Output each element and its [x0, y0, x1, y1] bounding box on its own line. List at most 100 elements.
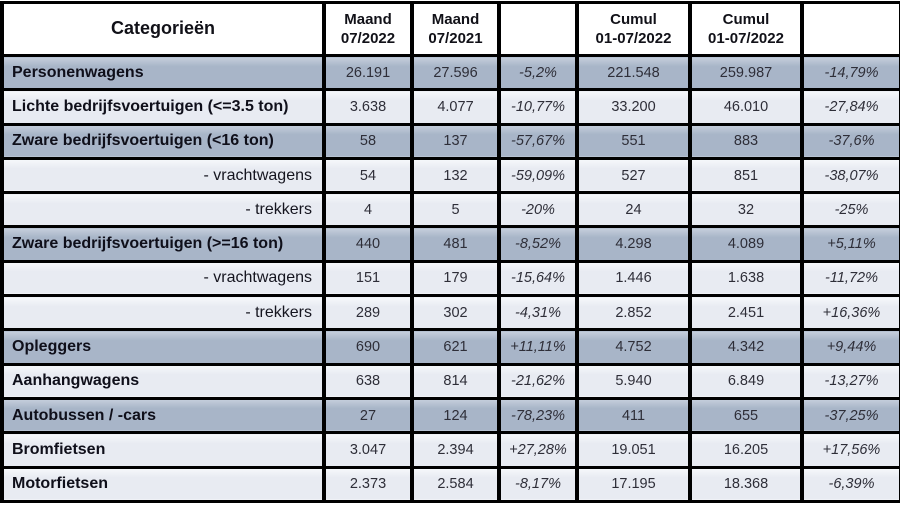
value-cell: 124: [410, 396, 501, 435]
value-cell: 2.451: [688, 294, 804, 332]
value-cell: 3.638: [322, 88, 414, 126]
value-cell: 440: [322, 225, 414, 263]
table-row-aanhangwagens: Aanhangwagens 638 814 -21,62% 5.940 6.84…: [0, 362, 900, 400]
value-cell: 132: [410, 156, 501, 195]
percent-cell: -27,84%: [800, 88, 900, 126]
value-cell: 27: [322, 396, 414, 435]
table-row-bromfietsen: Bromfietsen 3.047 2.394 +27,28% 19.051 1…: [0, 431, 900, 469]
value-cell: 4: [322, 191, 414, 229]
value-cell: 46.010: [688, 88, 804, 126]
row-label: Lichte bedrijfsvoertuigen (<=3.5 ton): [0, 88, 326, 126]
value-cell: 221.548: [575, 53, 692, 92]
value-cell: 814: [410, 362, 501, 400]
value-cell: 551: [575, 122, 692, 160]
value-cell: 4.752: [575, 328, 692, 366]
percent-cell: -21,62%: [497, 362, 579, 400]
value-cell: 2.584: [410, 465, 501, 504]
value-cell: 481: [410, 225, 501, 263]
table-row-zware-lt16: Zware bedrijfsvoertuigen (<16 ton) 58 13…: [0, 122, 900, 160]
header-cumul-2021: Cumul 01-07/2022: [688, 1, 804, 57]
value-cell: 16.205: [688, 431, 804, 469]
percent-cell: -15,64%: [497, 259, 579, 298]
value-cell: 2.373: [322, 465, 414, 504]
table-row-motorfietsen: Motorfietsen 2.373 2.584 -8,17% 17.195 1…: [0, 465, 900, 504]
value-cell: 18.368: [688, 465, 804, 504]
percent-cell: -57,67%: [497, 122, 579, 160]
percent-cell: -37,25%: [800, 396, 900, 435]
percent-cell: +17,56%: [800, 431, 900, 469]
value-cell: 5.940: [575, 362, 692, 400]
percent-cell: -37,6%: [800, 122, 900, 160]
percent-cell: -59,09%: [497, 156, 579, 195]
percent-cell: -11,72%: [800, 259, 900, 298]
value-cell: 621: [410, 328, 501, 366]
value-cell: 4.077: [410, 88, 501, 126]
percent-cell: -25%: [800, 191, 900, 229]
table-row-zware-ge16: Zware bedrijfsvoertuigen (>=16 ton) 440 …: [0, 225, 900, 263]
percent-cell: +9,44%: [800, 328, 900, 366]
percent-cell: +5,11%: [800, 225, 900, 263]
table-row-vrachtwagens-lt16: - vrachtwagens 54 132 -59,09% 527 851 -3…: [0, 156, 900, 195]
row-sublabel: - vrachtwagens: [0, 156, 326, 195]
value-cell: 1.446: [575, 259, 692, 298]
value-cell: 851: [688, 156, 804, 195]
value-cell: 527: [575, 156, 692, 195]
header-cumul-2022: Cumul 01-07/2022: [575, 1, 692, 57]
value-cell: 24: [575, 191, 692, 229]
row-label: Zware bedrijfsvoertuigen (>=16 ton): [0, 225, 326, 263]
value-cell: 17.195: [575, 465, 692, 504]
value-cell: 151: [322, 259, 414, 298]
row-label: Aanhangwagens: [0, 362, 326, 400]
value-cell: 137: [410, 122, 501, 160]
row-label: Autobussen / -cars: [0, 396, 326, 435]
percent-cell: -20%: [497, 191, 579, 229]
value-cell: 4.342: [688, 328, 804, 366]
table-row-trekkers-lt16: - trekkers 4 5 -20% 24 32 -25%: [0, 191, 900, 229]
row-label: Zware bedrijfsvoertuigen (<16 ton): [0, 122, 326, 160]
row-sublabel: - trekkers: [0, 294, 326, 332]
percent-cell: -5,2%: [497, 53, 579, 92]
header-maand-2021: Maand 07/2021: [410, 1, 501, 57]
row-label: Motorfietsen: [0, 465, 326, 504]
value-cell: 411: [575, 396, 692, 435]
row-sublabel: - trekkers: [0, 191, 326, 229]
percent-cell: -8,17%: [497, 465, 579, 504]
percent-cell: -8,52%: [497, 225, 579, 263]
value-cell: 6.849: [688, 362, 804, 400]
value-cell: 655: [688, 396, 804, 435]
value-cell: 26.191: [322, 53, 414, 92]
row-sublabel: - vrachtwagens: [0, 259, 326, 298]
table-row-vrachtwagens-ge16: - vrachtwagens 151 179 -15,64% 1.446 1.6…: [0, 259, 900, 298]
percent-cell: -78,23%: [497, 396, 579, 435]
value-cell: 33.200: [575, 88, 692, 126]
row-label: Bromfietsen: [0, 431, 326, 469]
value-cell: 27.596: [410, 53, 501, 92]
row-label: Opleggers: [0, 328, 326, 366]
value-cell: 883: [688, 122, 804, 160]
value-cell: 1.638: [688, 259, 804, 298]
table-row-autobussen: Autobussen / -cars 27 124 -78,23% 411 65…: [0, 396, 900, 435]
header-cumul-change: [800, 1, 900, 57]
table-row-trekkers-ge16: - trekkers 289 302 -4,31% 2.852 2.451 +1…: [0, 294, 900, 332]
percent-cell: +27,28%: [497, 431, 579, 469]
percent-cell: -4,31%: [497, 294, 579, 332]
percent-cell: -10,77%: [497, 88, 579, 126]
header-maand-2022: Maand 07/2022: [322, 1, 414, 57]
value-cell: 19.051: [575, 431, 692, 469]
value-cell: 638: [322, 362, 414, 400]
value-cell: 289: [322, 294, 414, 332]
percent-cell: -14,79%: [800, 53, 900, 92]
value-cell: 259.987: [688, 53, 804, 92]
value-cell: 302: [410, 294, 501, 332]
table-row-lichte-bedrijfsvoertuigen: Lichte bedrijfsvoertuigen (<=3.5 ton) 3.…: [0, 88, 900, 126]
value-cell: 3.047: [322, 431, 414, 469]
value-cell: 32: [688, 191, 804, 229]
row-label: Personenwagens: [0, 53, 326, 92]
value-cell: 179: [410, 259, 501, 298]
value-cell: 2.394: [410, 431, 501, 469]
value-cell: 4.298: [575, 225, 692, 263]
table-row-personenwagens: Personenwagens 26.191 27.596 -5,2% 221.5…: [0, 53, 900, 92]
header-month-change: [497, 1, 579, 57]
value-cell: 58: [322, 122, 414, 160]
